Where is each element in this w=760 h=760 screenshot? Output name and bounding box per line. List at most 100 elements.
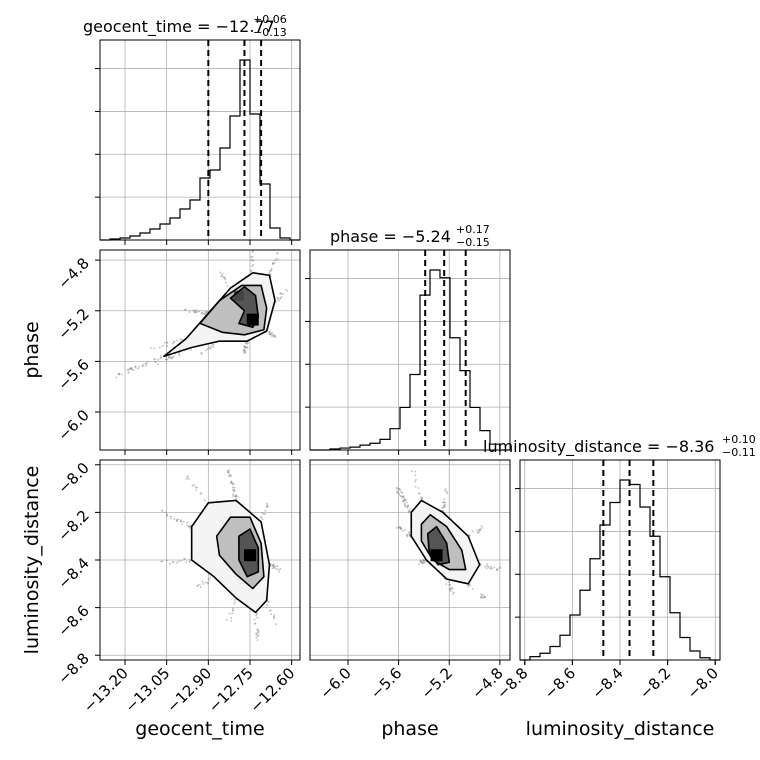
sample-point [442, 501, 445, 504]
sample-point [273, 259, 276, 262]
sample-point [405, 534, 408, 537]
sample-point [274, 623, 277, 626]
sample-point [398, 488, 401, 490]
sample-point [480, 596, 483, 599]
sample-point [424, 559, 426, 562]
sample-point [153, 347, 155, 350]
sample-point [194, 311, 197, 314]
sample-point [273, 567, 276, 569]
sample-point [418, 563, 421, 566]
x-tick-label: −5.6 [367, 664, 405, 702]
sample-point [404, 528, 406, 531]
sample-point [189, 348, 192, 351]
sample-point [399, 527, 401, 530]
sample-point [285, 288, 287, 291]
sample-point [269, 609, 272, 611]
sample-point [169, 515, 172, 518]
sample-point [251, 250, 254, 253]
sample-point [244, 349, 247, 352]
sample-point [269, 270, 272, 272]
sample-point [487, 565, 490, 568]
sample-point [399, 495, 402, 498]
sample-point [173, 518, 176, 521]
sample-point [227, 471, 230, 473]
contour-line [410, 499, 481, 585]
sample-point [265, 502, 268, 505]
sample-point [202, 582, 205, 585]
contour-line [426, 525, 451, 566]
sample-point [160, 355, 162, 357]
title-phase: phase = −5.24 [330, 227, 451, 246]
sample-point [169, 356, 172, 359]
sample-point [490, 565, 493, 568]
sample-point [137, 365, 140, 368]
sample-point [160, 357, 163, 359]
sample-point [402, 530, 404, 533]
sample-point [131, 367, 133, 369]
sample-point [253, 618, 256, 621]
sample-point [158, 346, 161, 349]
sample-point [187, 525, 190, 528]
sample-point [141, 365, 144, 367]
sample-point [166, 514, 169, 517]
sample-point [275, 301, 277, 304]
y-tick-label: −8.6 [54, 602, 92, 640]
sample-point [269, 273, 272, 275]
x-tick-label: −12.90 [163, 664, 215, 716]
sample-point [252, 263, 255, 266]
sample-point [196, 311, 199, 313]
sample-point [228, 612, 231, 615]
sample-point [409, 507, 412, 510]
x-tick-label: −6.0 [316, 664, 354, 702]
sample-point [177, 560, 180, 563]
sample-point [161, 509, 164, 512]
sample-point [477, 531, 479, 534]
sample-point [179, 560, 182, 562]
sample-point [233, 482, 236, 485]
sample-point [244, 342, 247, 344]
sample-point [192, 309, 195, 312]
sample-point [233, 598, 236, 601]
sample-point [251, 255, 254, 258]
sample-point [171, 342, 174, 345]
sample-point [189, 558, 192, 561]
title-luminosity-distance-upper: +0.10 [722, 433, 756, 446]
sample-point [144, 362, 147, 365]
sample-point [233, 488, 236, 491]
sample-point [420, 559, 423, 562]
panel-frame [99, 249, 301, 451]
sample-point [479, 562, 482, 565]
sample-point [265, 506, 268, 509]
sample-point [221, 273, 224, 275]
density-peak [233, 290, 244, 301]
sample-point [276, 565, 279, 567]
contour-line [190, 499, 271, 614]
sample-point [206, 348, 209, 351]
sample-point [277, 297, 280, 300]
sample-point [230, 617, 233, 619]
sample-point [188, 311, 191, 313]
sample-point [486, 565, 489, 568]
sample-point [484, 596, 486, 599]
sample-point [274, 565, 277, 568]
sample-point [244, 351, 247, 354]
sample-point [256, 639, 259, 642]
sample-point [266, 604, 269, 606]
x-tick-label: −13.20 [80, 664, 132, 716]
sample-point [195, 486, 197, 489]
sample-point [120, 373, 123, 376]
sample-point [180, 338, 183, 341]
x-tick-label: −8.2 [636, 664, 674, 702]
sample-point [232, 490, 235, 493]
sample-point [200, 353, 203, 355]
sample-point [250, 270, 253, 272]
sample-point [408, 531, 411, 534]
sample-point [220, 275, 223, 278]
sample-point [204, 311, 207, 313]
sample-point [233, 602, 236, 605]
sample-point [228, 474, 231, 477]
sample-point [444, 501, 447, 504]
x-tick-label: −5.2 [418, 664, 456, 702]
sample-point [208, 578, 210, 581]
sample-point [483, 565, 486, 568]
